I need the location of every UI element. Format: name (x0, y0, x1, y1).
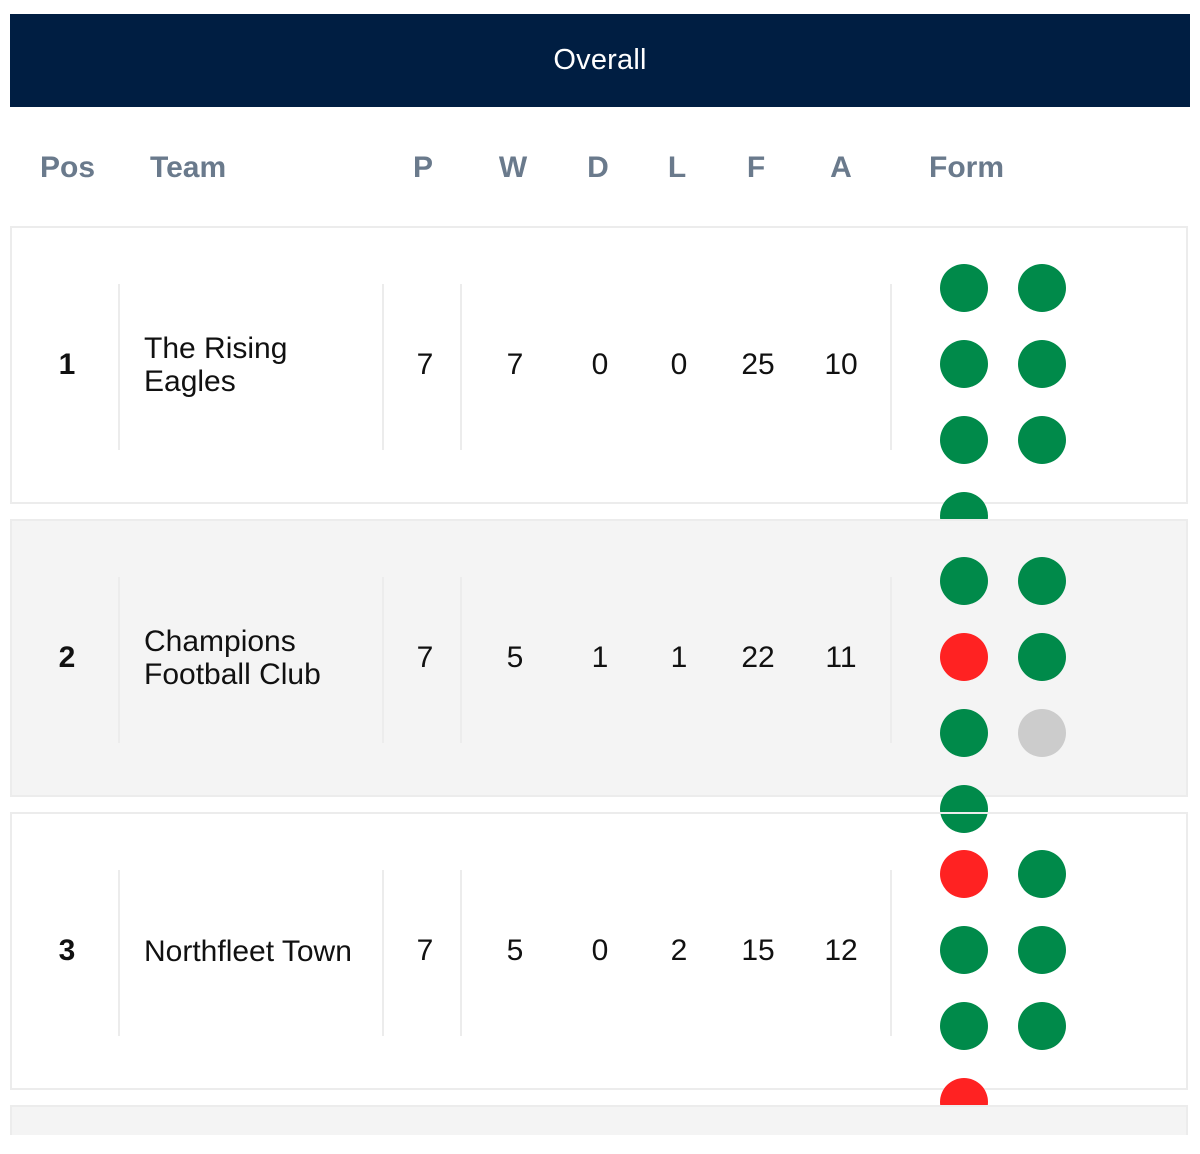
table-row[interactable]: 3 Northfleet Town 7 5 0 2 15 12 (10, 812, 1188, 1126)
goals-for-cell: 22 (741, 641, 775, 674)
form-win-icon (940, 1002, 988, 1050)
form-win-icon (940, 557, 988, 605)
lost-cell: 0 (670, 348, 688, 381)
form-win-icon (1018, 926, 1066, 974)
form-win-icon (940, 264, 988, 312)
column-header-drawn[interactable]: D (587, 151, 609, 184)
column-header-team[interactable]: Team (150, 151, 227, 184)
won-cell: 5 (506, 934, 524, 967)
form-win-icon (1018, 633, 1066, 681)
column-divider (382, 870, 384, 1036)
drawn-cell: 0 (591, 348, 609, 381)
column-divider (460, 284, 462, 450)
column-header-played[interactable]: P (412, 151, 433, 184)
team-name-link[interactable]: The Rising Eagles (144, 332, 288, 398)
form-draw-icon (1018, 709, 1066, 757)
form-loss-icon (940, 850, 988, 898)
form-win-icon (1018, 557, 1066, 605)
table-header-bar: Overall (10, 14, 1190, 107)
played-cell: 7 (416, 348, 434, 381)
goals-for-cell: 25 (741, 348, 775, 381)
table-title: Overall (553, 44, 647, 76)
column-divider (118, 284, 120, 450)
column-divider (382, 284, 384, 450)
drawn-cell: 0 (591, 934, 609, 967)
form-win-icon (940, 785, 988, 833)
goals-against-cell: 10 (824, 348, 858, 381)
column-divider (890, 870, 892, 1036)
column-divider (118, 870, 120, 1036)
column-header-form[interactable]: Form (929, 151, 1004, 184)
played-cell: 7 (416, 641, 434, 674)
lost-cell: 1 (670, 641, 688, 674)
played-cell: 7 (416, 934, 434, 967)
form-win-icon (940, 926, 988, 974)
column-header-won[interactable]: W (498, 151, 528, 184)
drawn-cell: 1 (591, 641, 609, 674)
won-cell: 5 (506, 641, 524, 674)
column-divider (460, 870, 462, 1036)
goals-against-cell: 12 (824, 934, 858, 967)
column-divider (890, 284, 892, 450)
position-cell: 3 (58, 934, 76, 967)
form-win-icon (1018, 340, 1066, 388)
position-cell: 2 (58, 641, 76, 674)
column-divider (382, 577, 384, 743)
column-header-for[interactable]: F (746, 151, 766, 184)
table-row[interactable]: 1 The Rising Eagles 7 7 0 0 25 10 (10, 226, 1188, 540)
form-win-icon (1018, 416, 1066, 464)
lost-cell: 2 (670, 934, 688, 967)
goals-against-cell: 11 (825, 641, 857, 674)
goals-for-cell: 15 (741, 934, 775, 967)
form-loss-icon (940, 633, 988, 681)
column-divider (118, 577, 120, 743)
form-win-icon (940, 416, 988, 464)
position-cell: 1 (58, 348, 76, 381)
column-header-pos[interactable]: Pos (40, 151, 96, 184)
table-row[interactable]: 2 Champions Football Club 7 5 1 1 22 11 (10, 519, 1188, 833)
form-win-icon (940, 709, 988, 757)
table-row[interactable] (10, 1105, 1188, 1135)
column-divider (460, 577, 462, 743)
form-win-icon (1018, 850, 1066, 898)
column-header-lost[interactable]: L (667, 151, 687, 184)
column-header-against[interactable]: A (830, 151, 852, 184)
form-indicators (940, 850, 1160, 1154)
form-win-icon (1018, 264, 1066, 312)
form-indicators (940, 557, 1160, 861)
form-indicators (940, 264, 1160, 568)
won-cell: 7 (506, 348, 524, 381)
team-name-link[interactable]: Champions Football Club (144, 625, 321, 691)
column-divider (890, 577, 892, 743)
form-win-icon (940, 340, 988, 388)
form-win-icon (1018, 1002, 1066, 1050)
team-name-link[interactable]: Northfleet Town (144, 934, 352, 968)
